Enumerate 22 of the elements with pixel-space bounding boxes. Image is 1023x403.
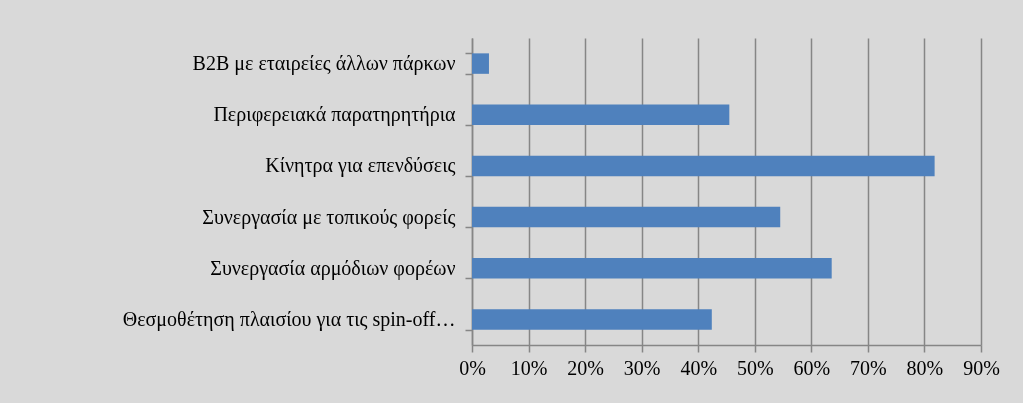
y-tick-label: Συνεργασία αρμόδιων φορέων: [210, 256, 456, 280]
bar: [472, 53, 489, 74]
y-tick-label: Κίνητρα για επενδύσεις: [265, 154, 456, 178]
bar: [472, 104, 730, 125]
x-tick-label: 10%: [510, 356, 548, 379]
x-tick-label: 70%: [850, 356, 887, 379]
x-tick-label: 80%: [906, 356, 944, 379]
x-tick-label: 90%: [963, 356, 1000, 379]
bar: [472, 155, 935, 177]
y-tick-label: Θεσμοθέτηση πλαισίου για τις spin-off…: [122, 307, 456, 331]
y-tick-label: Συνεργασία με τοπικούς φορείς: [202, 205, 456, 229]
bar: [472, 206, 781, 228]
x-tick-label: 30%: [623, 356, 661, 379]
x-tick-label: 50%: [736, 356, 774, 379]
bar: [472, 258, 832, 279]
x-tick-label: 40%: [680, 356, 718, 379]
x-tick-label: 60%: [793, 356, 831, 379]
y-tick-label: Περιφερειακά παρατηρητήρια: [213, 103, 457, 127]
x-tick-label: 0%: [459, 356, 486, 379]
bar: [472, 309, 712, 330]
y-tick-label: B2B με εταιρείες άλλων πάρκων: [192, 52, 456, 76]
x-tick-label: 20%: [567, 356, 604, 379]
